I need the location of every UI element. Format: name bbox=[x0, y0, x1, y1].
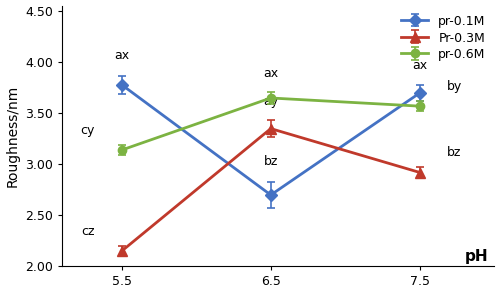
Text: ax: ax bbox=[412, 59, 428, 72]
Text: by: by bbox=[446, 80, 462, 93]
Text: ax: ax bbox=[114, 49, 129, 62]
Text: cy: cy bbox=[80, 124, 95, 137]
Text: ax: ax bbox=[263, 67, 278, 80]
Legend: pr-0.1M, Pr-0.3M, pr-0.6M: pr-0.1M, Pr-0.3M, pr-0.6M bbox=[398, 12, 488, 64]
Text: cz: cz bbox=[82, 225, 95, 238]
Y-axis label: Roughness/nm: Roughness/nm bbox=[6, 85, 20, 187]
Text: bz: bz bbox=[264, 156, 278, 168]
Text: ay: ay bbox=[263, 95, 278, 108]
Text: bz: bz bbox=[446, 146, 461, 159]
Text: pH: pH bbox=[464, 249, 488, 264]
